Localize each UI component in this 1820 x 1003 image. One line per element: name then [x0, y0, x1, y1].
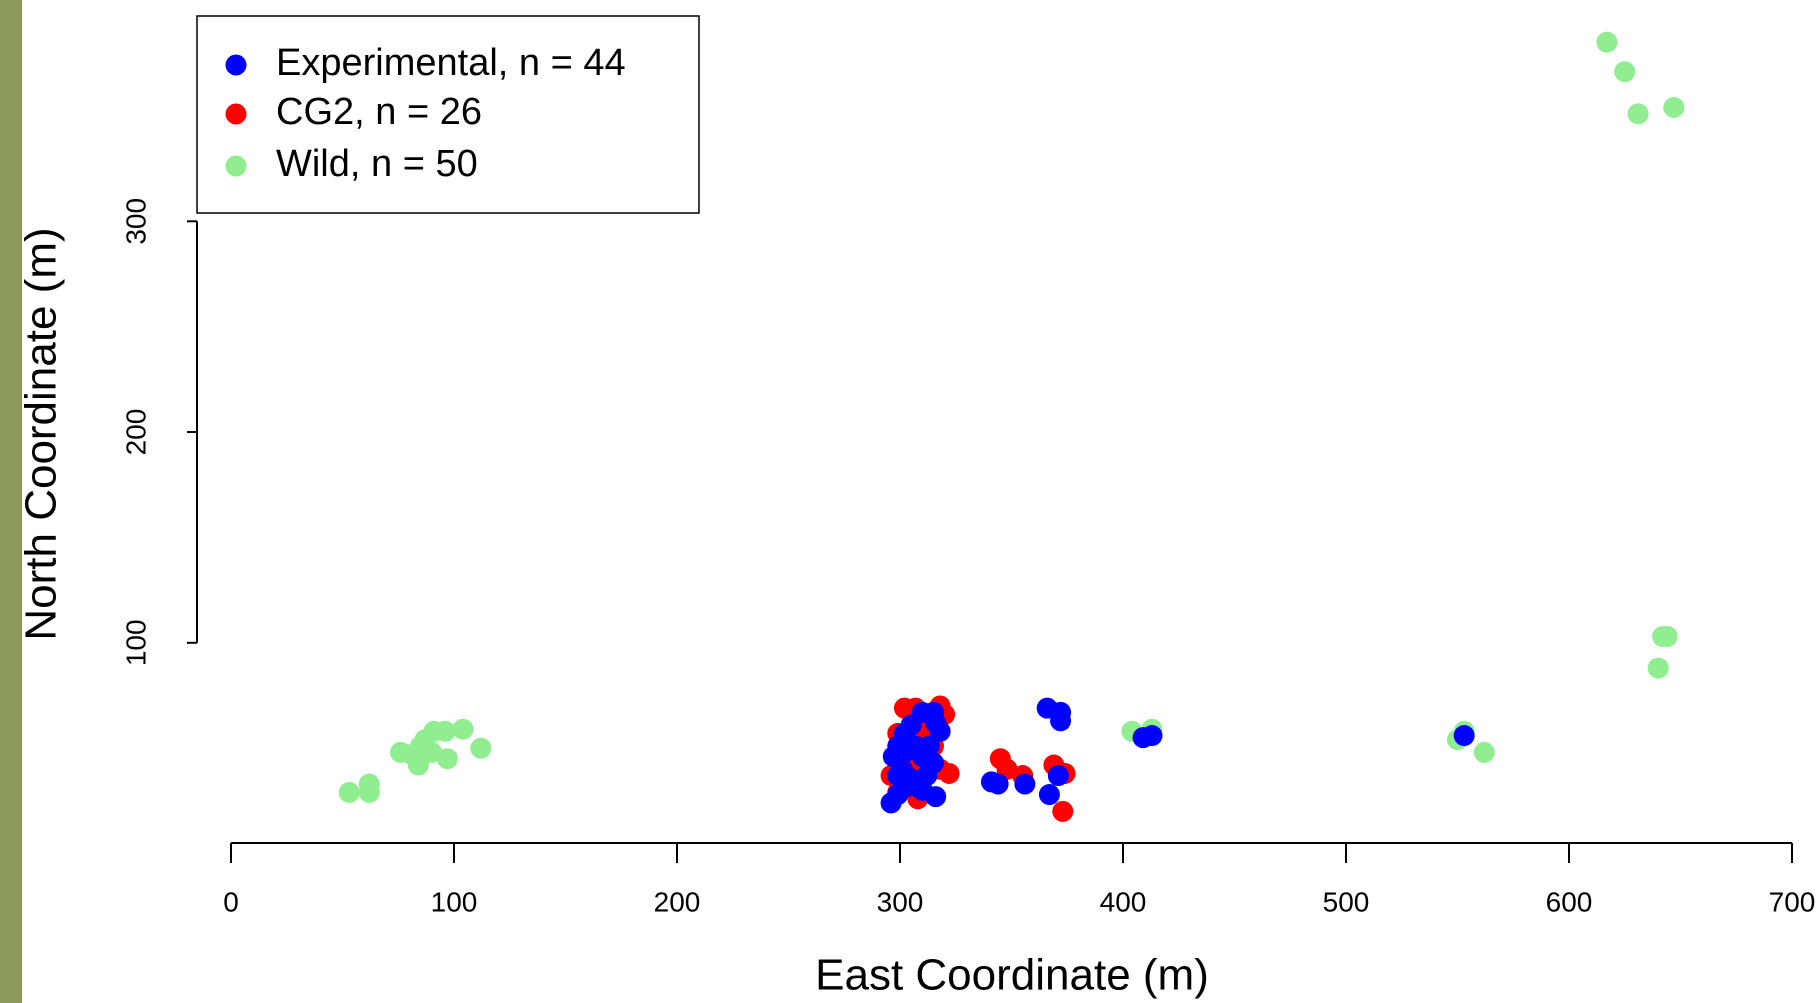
legend-label: Experimental, n = 44: [276, 42, 626, 84]
point: [470, 737, 492, 759]
point: [1141, 725, 1163, 747]
point: [1473, 741, 1495, 763]
point: [1047, 765, 1069, 787]
point: [1052, 800, 1074, 822]
x-axis-title: East Coordinate (m): [815, 951, 1209, 1000]
x-tick-label: 100: [431, 886, 478, 917]
legend-marker: [225, 54, 247, 76]
y-tick-label: 200: [120, 409, 151, 456]
x-tick-label: 500: [1323, 886, 1370, 917]
y-tick-label: 300: [120, 198, 151, 245]
point: [1647, 657, 1669, 679]
point: [1663, 96, 1685, 118]
point: [1014, 773, 1036, 795]
point: [338, 781, 360, 803]
point: [1453, 725, 1475, 747]
point: [1596, 31, 1618, 53]
y-tick-label: 100: [120, 619, 151, 666]
point: [887, 765, 909, 787]
point: [434, 720, 456, 742]
point: [1656, 625, 1678, 647]
x-tick-label: 700: [1769, 886, 1816, 917]
legend-label: CG2, n = 26: [276, 91, 482, 133]
point: [421, 741, 443, 763]
x-tick-label: 600: [1546, 886, 1593, 917]
x-tick-label: 200: [654, 886, 701, 917]
legend-label: Wild, n = 50: [276, 143, 478, 185]
point: [358, 781, 380, 803]
x-tick-label: 300: [877, 886, 924, 917]
legend-marker: [225, 103, 247, 125]
point: [893, 741, 915, 763]
point: [1627, 103, 1649, 125]
point: [1038, 784, 1060, 806]
point: [401, 743, 423, 765]
x-tick-label: 400: [1100, 886, 1147, 917]
point: [987, 773, 1009, 795]
background-strip: [0, 0, 22, 1003]
point: [911, 779, 933, 801]
point: [1614, 61, 1636, 83]
legend-box: [196, 15, 700, 214]
point: [452, 718, 474, 740]
legend-marker: [225, 155, 247, 177]
y-axis-title: North Coordinate (m): [17, 227, 66, 640]
point: [925, 712, 947, 734]
point: [1050, 710, 1072, 732]
x-tick-label: 0: [223, 886, 239, 917]
